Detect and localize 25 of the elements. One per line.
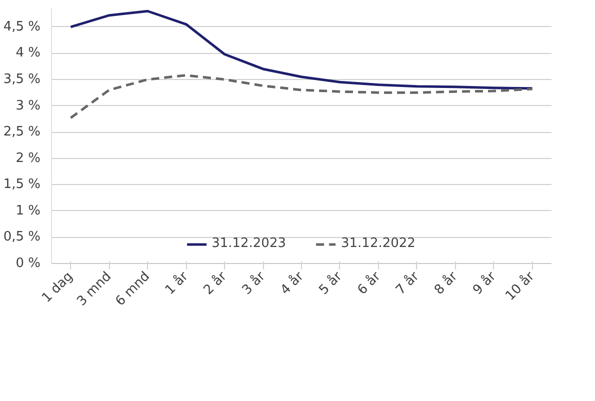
x-tick-label: 10 år (502, 268, 538, 304)
x-tick-label: 7 år (392, 268, 423, 298)
line-series (69, 10, 534, 90)
y-tick-label: 2 % (16, 150, 41, 166)
y-tick-label: 2,5 % (3, 124, 41, 140)
y-tick-label: 1,5 % (3, 177, 41, 192)
y-tick-label: 1 % (16, 203, 41, 218)
x-tick-label: 9 år (470, 268, 500, 298)
x-tick-label: 4 år (277, 268, 308, 298)
y-tick-label: 0 % (16, 256, 41, 271)
x-tick-label: 3 år (238, 268, 269, 298)
x-tick-label: 8 år (431, 268, 462, 298)
x-tick-label: 2 år (200, 268, 230, 298)
x-tick-label: 5 år (316, 268, 346, 298)
y-tick-label: 3,5 % (3, 72, 41, 87)
y-tick-label: 4,5 % (3, 19, 41, 34)
x-tick-label: 6 år (354, 268, 384, 298)
y-tick-label: 4 % (16, 46, 41, 61)
legend-label: 31.12.2023 (212, 236, 286, 251)
y-tick-label: 3 % (16, 98, 41, 114)
x-tick-label: 1 dag (39, 269, 76, 306)
line-series (69, 74, 534, 120)
legend-label: 31.12.2022 (341, 236, 416, 251)
x-tick-label: 1 år (162, 268, 192, 298)
y-tick-label: 0,5 % (3, 230, 41, 245)
